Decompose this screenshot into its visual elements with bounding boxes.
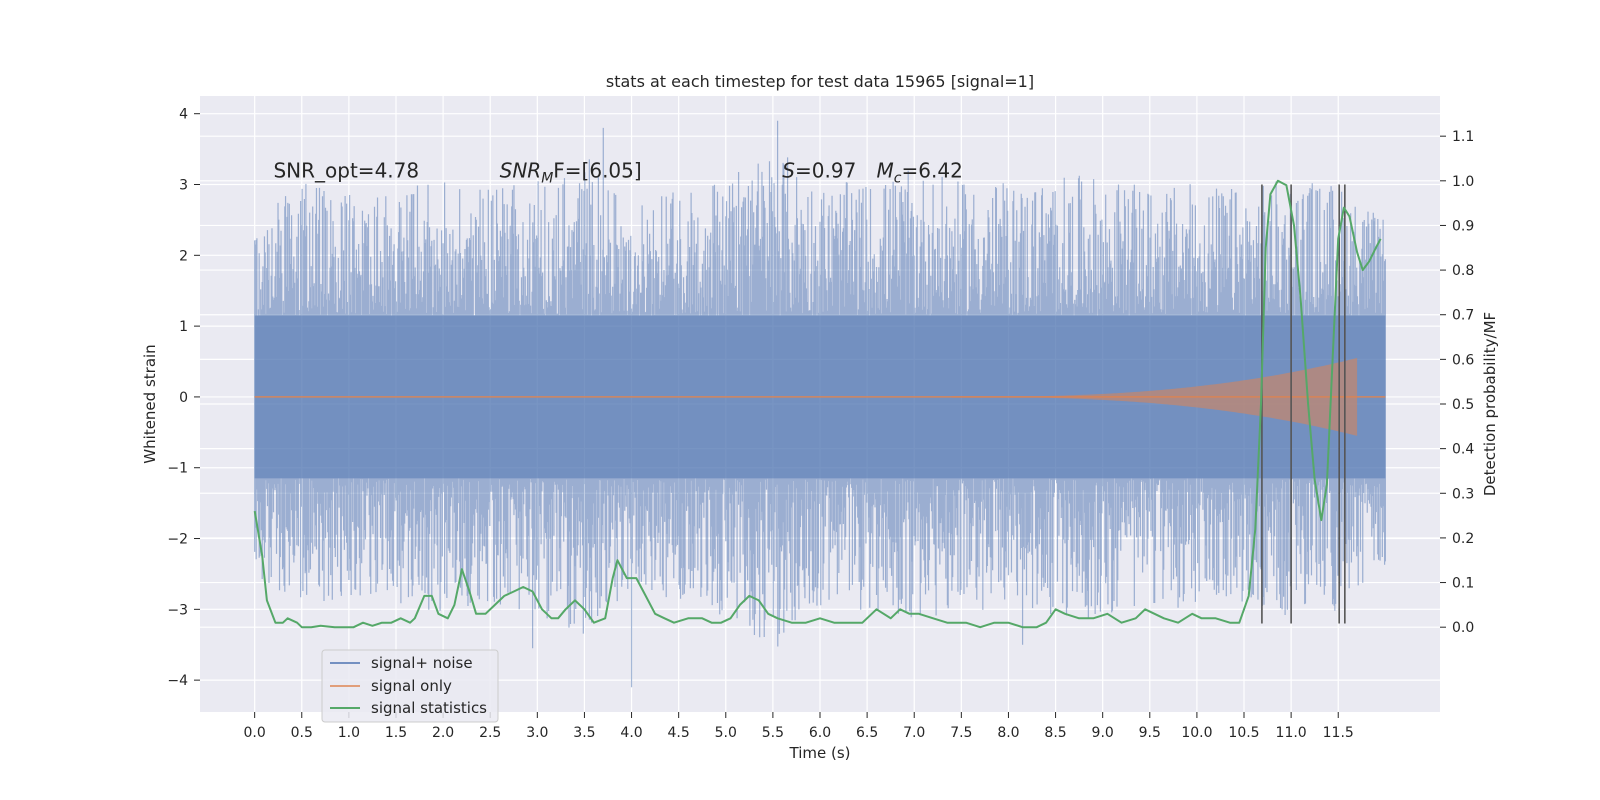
x-tick-label: 4.5 [668, 725, 690, 741]
annotation-0: SNR_opt=4.78 [273, 158, 419, 182]
y-tick-label: −4 [167, 673, 188, 689]
x-tick-label: 11.0 [1276, 725, 1307, 741]
y2-tick-label: 0.8 [1452, 263, 1474, 279]
y-tick-label: −1 [167, 461, 188, 477]
x-tick-label: 9.0 [1092, 725, 1114, 741]
x-tick-label: 5.5 [762, 725, 784, 741]
x-tick-label: 11.5 [1323, 725, 1354, 741]
y2-tick-label: 1.0 [1452, 174, 1474, 190]
y-axis-ticks: −4 −3 −2 −1 0 1 2 3 4 [167, 107, 200, 689]
x-tick-label: 3.0 [526, 725, 548, 741]
x-tick-label: 0.0 [244, 725, 266, 741]
legend-label-signal-noise: signal+ noise [371, 654, 473, 672]
x-tick-label: 2.0 [432, 725, 454, 741]
y-tick-label: 2 [179, 248, 188, 264]
chart-title: stats at each timestep for test data 159… [606, 72, 1034, 91]
x-tick-label: 6.0 [809, 725, 831, 741]
x-tick-label: 10.0 [1181, 725, 1212, 741]
x-tick-label: 8.0 [997, 725, 1019, 741]
signal-only-chirp [951, 358, 1358, 436]
y2-tick-label: 0.3 [1452, 486, 1474, 502]
x-tick-label: 8.5 [1044, 725, 1066, 741]
annotation-3: Mc=6.42 [877, 158, 963, 186]
x-tick-label: 1.0 [338, 725, 360, 741]
annotations: SNR_opt=4.78 SNRMF=[6.05] S=0.97 Mc=6.42 [273, 158, 962, 186]
legend-label-signal-only: signal only [371, 677, 452, 695]
y2-tick-label: 0.1 [1452, 576, 1474, 592]
legend-label-signal-statistics: signal statistics [371, 699, 487, 717]
y2-tick-label: 0.6 [1452, 352, 1474, 368]
y2-tick-label: 1.1 [1452, 129, 1474, 145]
y2-tick-label: 0.0 [1452, 620, 1474, 636]
y-axis-label: Whitened strain [141, 344, 159, 463]
y-tick-label: 1 [179, 319, 188, 335]
y-tick-label: 3 [179, 178, 188, 194]
y2-tick-label: 0.9 [1452, 218, 1474, 234]
marker-lines [1261, 184, 1346, 624]
y2-tick-label: 0.2 [1452, 531, 1474, 547]
y-tick-label: −3 [167, 602, 188, 618]
y-tick-label: 4 [179, 107, 188, 123]
x-axis-ticks: 0.0 0.5 1.0 1.5 2.0 2.5 3.0 3.5 4.0 4.5 5.0 5.5 6.0 6… [244, 712, 1354, 741]
x-tick-label: 7.0 [903, 725, 925, 741]
x-tick-label: 6.5 [856, 725, 878, 741]
annotation-2: S=0.97 [782, 158, 856, 182]
x-tick-label: 3.5 [573, 725, 595, 741]
annotation-1: SNRMF=[6.05] [500, 158, 642, 186]
x-axis-label: Time (s) [789, 744, 851, 762]
x-tick-label: 0.5 [291, 725, 313, 741]
y2-tick-label: 0.5 [1452, 397, 1474, 413]
y-tick-label: 0 [179, 390, 188, 406]
x-tick-label: 10.5 [1228, 725, 1259, 741]
x-tick-label: 9.5 [1139, 725, 1161, 741]
y2-tick-label: 0.4 [1452, 442, 1474, 458]
y2-axis-label: Detection probability/MF [1481, 312, 1499, 496]
x-tick-label: 5.0 [715, 725, 737, 741]
legend-box [321, 649, 499, 723]
y-tick-label: −2 [167, 532, 188, 548]
x-tick-label: 4.0 [620, 725, 642, 741]
x-tick-label: 1.5 [385, 725, 407, 741]
y2-axis-ticks: 0.0 0.1 0.2 0.3 0.4 0.5 0.6 0.7 0.8 0.9 1.0 1.1 [1440, 129, 1474, 636]
legend: signal+ noise signal only signal statist… [321, 649, 499, 723]
x-tick-label: 2.5 [479, 725, 501, 741]
signal-statistics-line [253, 179, 1382, 629]
y2-tick-label: 0.7 [1452, 308, 1474, 324]
statistics-series [253, 179, 1382, 629]
x-tick-label: 7.5 [950, 725, 972, 741]
signal-only-series [254, 358, 1386, 436]
